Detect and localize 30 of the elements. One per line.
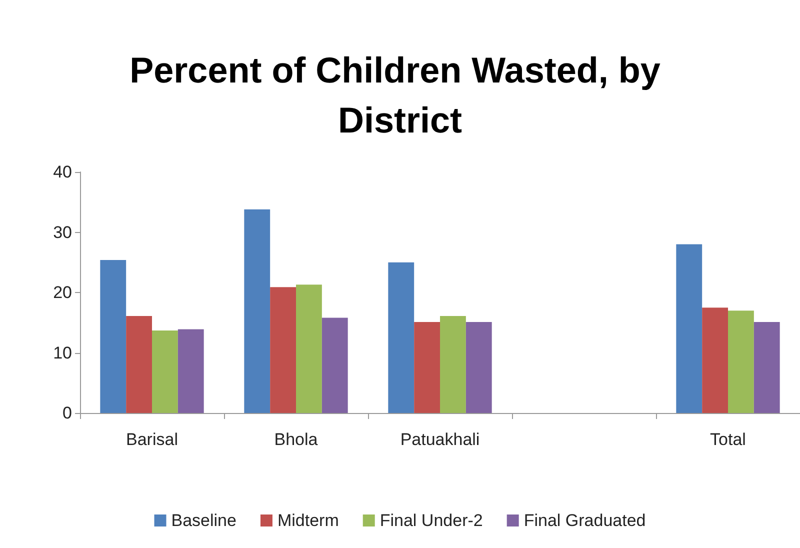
- bar: [270, 287, 296, 413]
- y-tick-label: 0: [62, 404, 72, 422]
- legend-label: Final Graduated: [524, 511, 646, 530]
- y-tick-label: 30: [53, 222, 72, 242]
- x-tick-label: Patuakhali: [400, 430, 480, 449]
- y-tick-label: 10: [53, 343, 72, 362]
- y-tick-label: 20: [53, 283, 72, 302]
- bar: [728, 310, 754, 413]
- x-tick-label: Total: [710, 430, 746, 449]
- bar: [754, 322, 780, 413]
- bar: [322, 318, 348, 413]
- bar: [178, 329, 204, 413]
- bar: [126, 316, 152, 413]
- bar: [296, 284, 322, 413]
- legend-label: Midterm: [277, 511, 339, 530]
- legend-label: Final Under-2: [380, 511, 483, 530]
- bar: [388, 262, 414, 413]
- bar: [466, 322, 492, 413]
- y-tick-label: 40: [53, 162, 72, 182]
- legend-label: Baseline: [171, 511, 236, 530]
- bar: [702, 308, 728, 413]
- x-tick-label: Barisal: [126, 430, 178, 449]
- bar: [440, 316, 466, 413]
- chart-title: Percent of Children Wasted, by District: [130, 50, 670, 140]
- bar: [152, 330, 178, 413]
- bar: [100, 260, 126, 413]
- x-tick-label: Bhola: [274, 430, 318, 449]
- bar: [244, 209, 270, 413]
- bar: [414, 322, 440, 413]
- bar: [676, 244, 702, 413]
